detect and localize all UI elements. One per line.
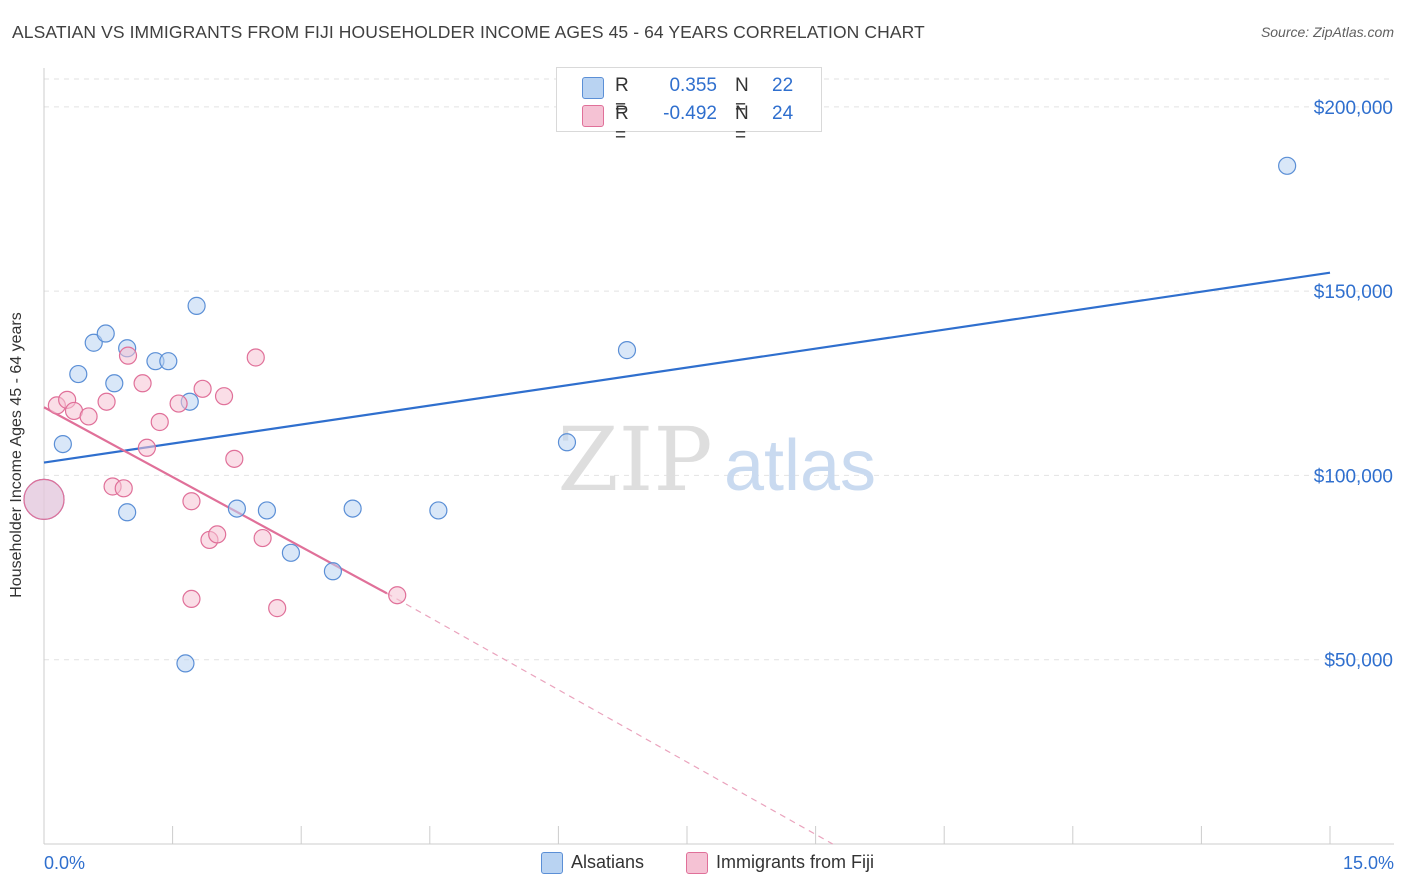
y-axis-label: Householder Income Ages 45 - 64 years	[8, 312, 25, 598]
point-fiji	[182, 492, 201, 511]
y-tick-label: $200,000	[1314, 98, 1393, 119]
legend-swatch-pink	[686, 852, 708, 874]
axes	[43, 68, 1394, 845]
point-fiji	[114, 479, 133, 498]
point-alsatians	[105, 374, 124, 393]
legend-r-label: R =	[615, 75, 629, 118]
legend-n-label: N =	[735, 75, 749, 118]
point-fiji	[268, 599, 287, 618]
tick-labels: $50,000 $100,000 $150,000 $200,000 0.0% 15.0%	[44, 98, 1394, 873]
y-tick-label: $100,000	[1314, 466, 1393, 487]
point-alsatians	[69, 364, 88, 384]
point-fiji	[182, 589, 201, 609]
point-fiji	[388, 586, 407, 605]
source-label: Source: ZipAtlas.com	[1260, 24, 1394, 40]
data-points	[23, 156, 1297, 673]
point-fiji	[246, 348, 265, 367]
watermark: ZIP atlas	[557, 408, 876, 511]
correlation-legend: R = 0.355 N = 22 R = -0.492 N = 24	[556, 67, 822, 146]
point-alsatians	[429, 501, 448, 520]
point-fiji	[79, 407, 98, 426]
legend-n-label: N =	[735, 103, 749, 146]
trend-lines	[43, 271, 1331, 845]
chart-title: ALSATIAN VS IMMIGRANTS FROM FIJI HOUSEHO…	[12, 22, 925, 42]
point-fiji	[23, 478, 65, 520]
point-alsatians	[176, 654, 195, 673]
x-tick-label: 0.0%	[44, 853, 85, 873]
y-tick-label: $150,000	[1314, 282, 1393, 303]
trend-line-fiji-extension	[386, 592, 834, 845]
point-fiji	[225, 449, 244, 468]
point-alsatians	[96, 324, 115, 343]
legend-n-value: 22	[772, 75, 794, 96]
point-alsatians	[227, 499, 246, 518]
legend-r-label: R =	[615, 103, 629, 146]
point-alsatians	[257, 501, 277, 520]
x-tick-label: 15.0%	[1343, 853, 1394, 873]
point-fiji	[137, 438, 156, 457]
trend-line-fiji	[43, 406, 388, 595]
point-alsatians	[118, 503, 137, 522]
point-alsatians	[343, 499, 362, 518]
point-alsatians	[53, 435, 72, 454]
point-fiji	[193, 379, 212, 398]
point-fiji	[97, 392, 116, 411]
legend-swatch-pink	[582, 105, 604, 127]
trend-line-alsatians	[43, 271, 1331, 464]
point-fiji	[208, 525, 227, 544]
point-alsatians	[1278, 156, 1297, 175]
legend-r-value: -0.492	[663, 103, 717, 124]
legend-swatch-blue	[582, 77, 604, 99]
legend-r-value: 0.355	[669, 75, 717, 96]
legend-swatch-blue	[541, 852, 563, 874]
point-fiji	[214, 387, 234, 406]
grid-lines	[44, 78, 1394, 661]
point-alsatians	[323, 562, 343, 581]
legend-label-fiji: Immigrants from Fiji	[716, 852, 875, 872]
point-alsatians	[557, 433, 577, 452]
point-fiji	[150, 412, 169, 432]
legend-label-alsatians: Alsatians	[571, 852, 645, 872]
point-fiji	[169, 394, 188, 413]
point-fiji	[253, 528, 272, 548]
point-alsatians	[617, 341, 637, 360]
watermark-zip: ZIP	[557, 408, 712, 511]
point-alsatians	[159, 352, 178, 371]
point-alsatians	[187, 296, 206, 315]
legend-n-value: 24	[772, 103, 794, 124]
point-alsatians	[84, 333, 103, 352]
y-tick-label: $50,000	[1324, 651, 1393, 672]
watermark-atlas: atlas	[724, 426, 876, 506]
point-alsatians	[281, 543, 301, 562]
point-fiji	[133, 374, 152, 393]
point-fiji	[118, 346, 138, 365]
